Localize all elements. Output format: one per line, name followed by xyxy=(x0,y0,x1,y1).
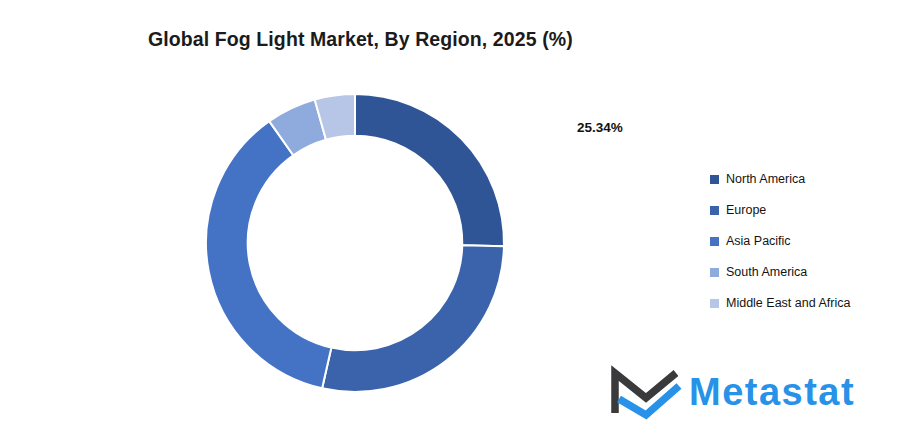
legend-item-asia-pacific: Asia Pacific xyxy=(710,234,850,248)
metastat-logo-icon xyxy=(609,367,681,417)
legend-swatch-north-america xyxy=(710,175,719,184)
metastat-logo: Metastat xyxy=(609,364,855,420)
legend-item-north-america: North America xyxy=(710,172,850,186)
legend-item-middle-east-and-africa: Middle East and Africa xyxy=(710,296,850,310)
legend-swatch-europe xyxy=(710,206,719,215)
donut-chart xyxy=(205,93,505,393)
legend-label-south-america: South America xyxy=(726,265,807,279)
logo-m-blue-stroke xyxy=(619,386,679,415)
legend-item-south-america: South America xyxy=(710,265,850,279)
legend-label-europe: Europe xyxy=(726,203,766,217)
legend-swatch-south-america xyxy=(710,268,719,277)
chart-title: Global Fog Light Market, By Region, 2025… xyxy=(148,28,573,51)
legend-swatch-middle-east-and-africa xyxy=(710,299,719,308)
chart-image: Global Fog Light Market, By Region, 2025… xyxy=(0,0,901,438)
legend-label-asia-pacific: Asia Pacific xyxy=(726,234,791,248)
legend-label-north-america: North America xyxy=(726,172,805,186)
donut-svg xyxy=(205,93,505,393)
donut-slice-north-america xyxy=(355,94,504,246)
donut-slice-asia-pacific xyxy=(206,121,331,388)
legend-label-middle-east-and-africa: Middle East and Africa xyxy=(726,296,850,310)
metastat-logo-text: Metastat xyxy=(689,373,855,411)
chart-legend: North America Europe Asia Pacific South Ame… xyxy=(710,172,850,310)
legend-swatch-asia-pacific xyxy=(710,237,719,246)
donut-slice-europe xyxy=(322,245,504,392)
slice-data-label: 25.34% xyxy=(577,120,623,135)
legend-item-europe: Europe xyxy=(710,203,850,217)
